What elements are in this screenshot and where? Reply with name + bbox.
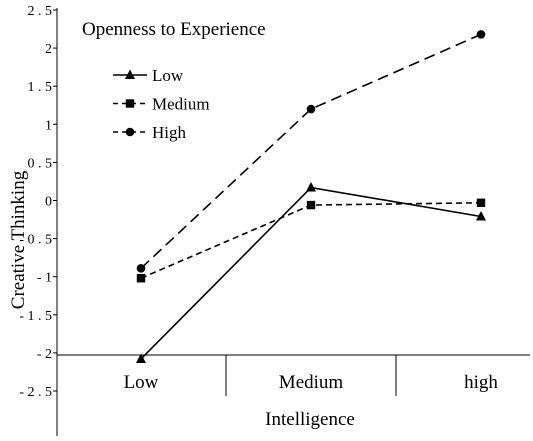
data-point-marker (136, 353, 146, 363)
legend-label: Medium (152, 95, 210, 114)
series-low (136, 182, 486, 363)
y-tick-label: - 0 . 5 (19, 233, 52, 248)
data-point-marker (125, 127, 135, 137)
x-axis-title: Intelligence (265, 409, 355, 430)
data-point-marker (476, 211, 486, 221)
data-point-marker (136, 264, 146, 273)
data-point-marker (306, 182, 316, 192)
x-tick-label: high (464, 372, 498, 393)
legend-label: High (152, 123, 187, 142)
y-tick-label: 2 (45, 42, 52, 57)
legend-item-low: Low (113, 66, 184, 85)
legend-item-high: High (113, 123, 187, 142)
data-point-marker (125, 99, 135, 108)
y-tick-label: - 2 . 5 (19, 385, 52, 400)
legend-item-medium: Medium (113, 95, 210, 114)
y-tick-label: - 2 (37, 347, 52, 362)
data-point-marker (476, 198, 486, 207)
x-axis-category-labels: Low Medium high (124, 372, 499, 393)
data-point-marker (306, 104, 316, 114)
y-axis-ticks: 2 . 5 2 1 . 5 1 0 . 5 0 - 0 . 5 - 1 - 1 . 5 - 2 - … (19, 4, 57, 400)
y-tick-label: 1 . 5 (28, 80, 53, 95)
data-point-marker (476, 30, 486, 39)
data-point-marker (125, 69, 135, 79)
y-tick-label: 1 (45, 118, 52, 133)
y-tick-label: 0 . 5 (28, 156, 53, 171)
x-tick-label: Medium (279, 372, 344, 393)
y-tick-label: - 1 (37, 271, 52, 286)
data-point-marker (136, 274, 146, 283)
legend: Low Medium High (113, 66, 210, 142)
y-tick-label: 2 . 5 (28, 4, 53, 19)
y-axis-title: Creative Thinking (8, 170, 29, 309)
data-point-marker (306, 200, 316, 210)
x-tick-label: Low (124, 372, 159, 393)
series-line (140, 201, 482, 279)
legend-title: Openness to Experience (82, 19, 266, 40)
y-tick-label: - 1 . 5 (19, 309, 52, 324)
y-tick-label: 0 (45, 195, 52, 210)
series-high (136, 30, 486, 273)
series-line (140, 33, 482, 269)
series-line (140, 186, 482, 360)
legend-label: Low (152, 66, 184, 85)
series-layer (136, 30, 486, 363)
series-medium (136, 198, 486, 283)
